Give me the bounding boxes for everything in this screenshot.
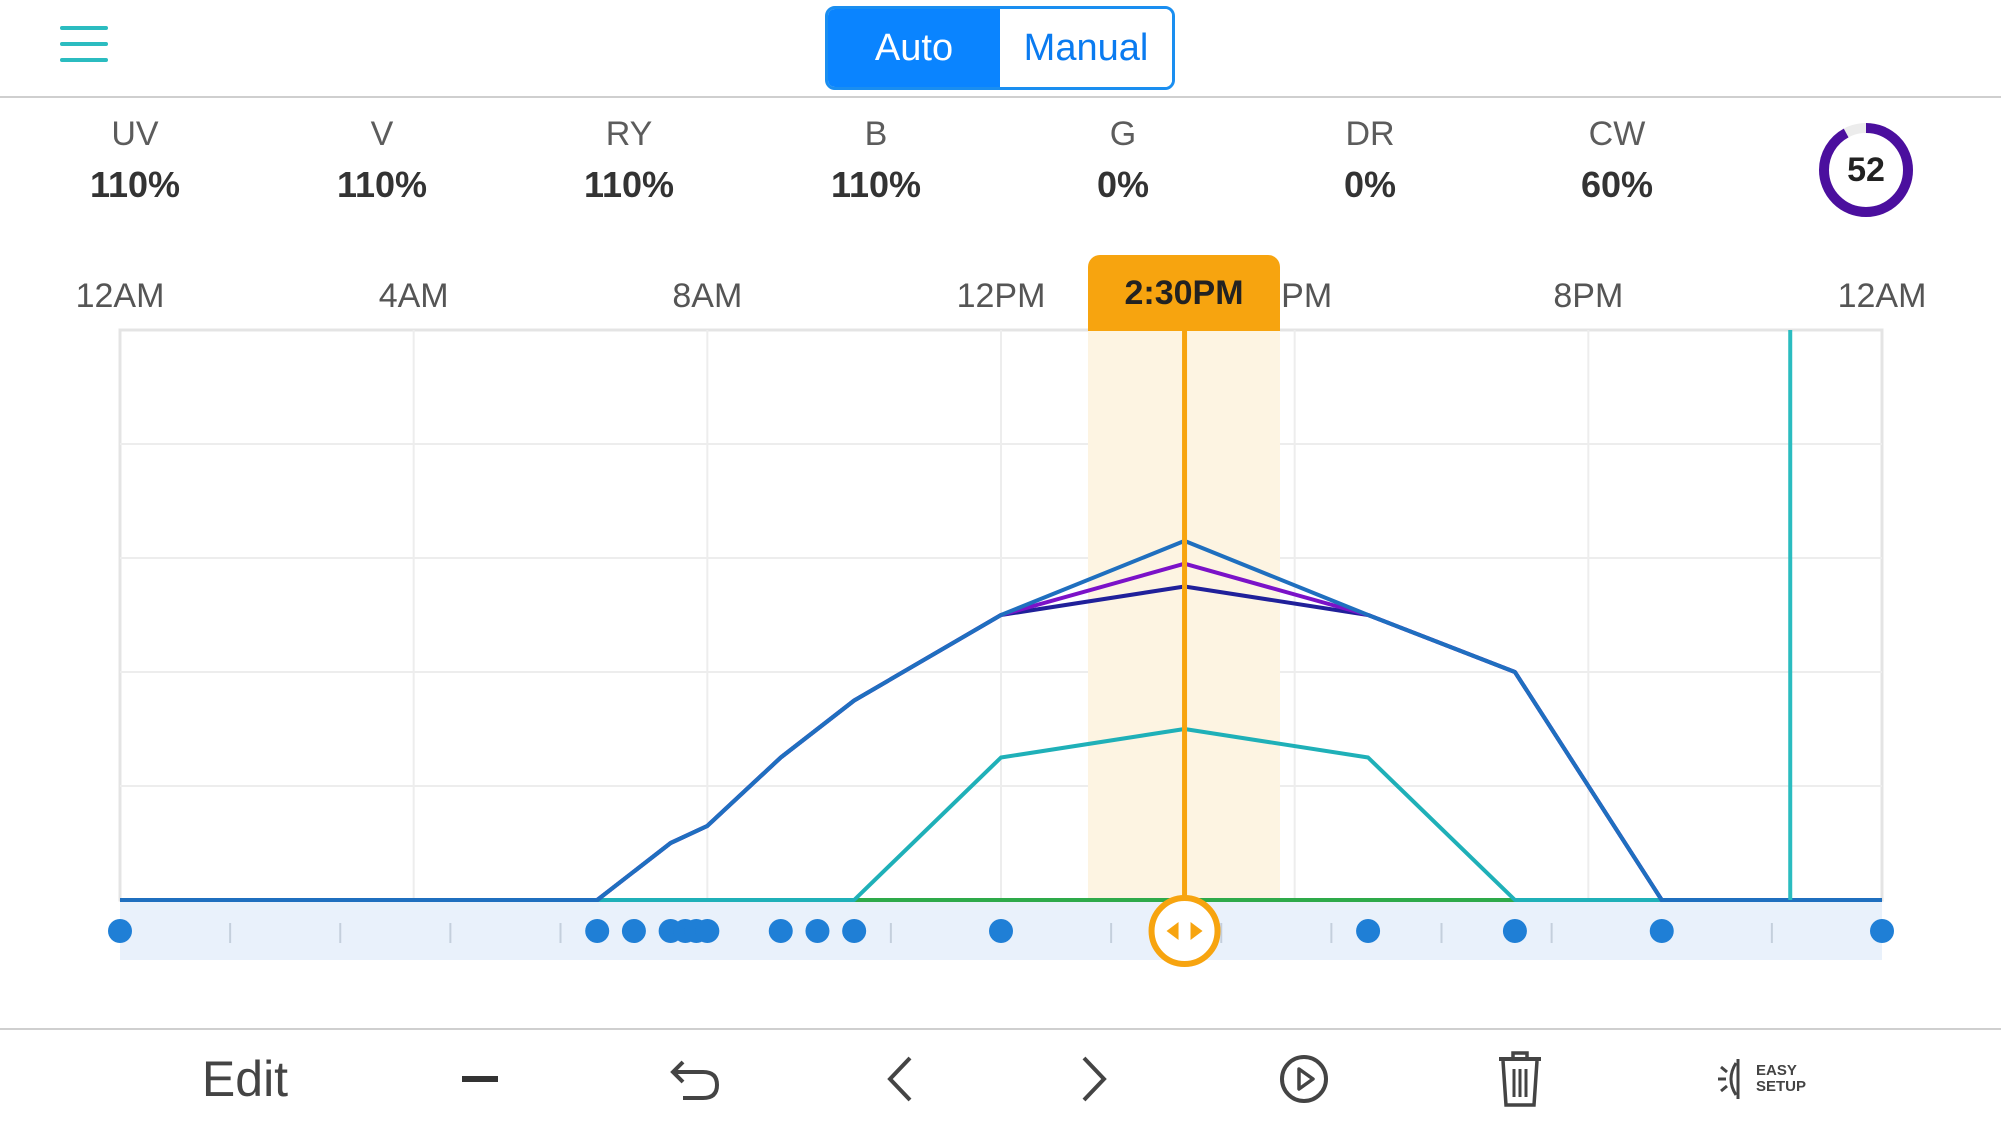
time-tick-label: 12AM — [1837, 277, 1927, 315]
time-tick-label: 8PM — [1553, 277, 1624, 315]
keyframe-dot — [1502, 919, 1527, 943]
top-bar: Auto Manual — [0, 0, 2001, 98]
previous-button[interactable] — [860, 1030, 940, 1127]
channel-name: UV — [111, 115, 159, 153]
current-time-badge[interactable]: 2:30PM — [1088, 255, 1280, 331]
channel-value: 110% — [583, 164, 675, 205]
channel-uv[interactable]: UV 110% — [35, 115, 235, 206]
easy-setup-button[interactable]: EASY SETUP — [1706, 1030, 1816, 1127]
easy-setup-line1: EASY — [1755, 1061, 1797, 1079]
keyframe-dot — [842, 919, 867, 943]
channel-value: 110% — [89, 164, 181, 205]
current-time-handle — [1148, 895, 1221, 967]
keyframe-dot — [585, 919, 610, 943]
hamburger-menu-icon[interactable] — [56, 26, 112, 66]
delete-button[interactable] — [1480, 1030, 1560, 1127]
channel-name: G — [1109, 115, 1137, 153]
series-lines — [120, 330, 1882, 902]
intensity-gauge[interactable]: 52 — [1816, 120, 1916, 220]
handle-left-arrow-icon — [1166, 922, 1179, 940]
easy-setup-label: EASY SETUP — [1755, 1061, 1806, 1095]
keyframe-points — [108, 919, 1894, 943]
minus-icon — [462, 1075, 498, 1082]
easy-setup-icon — [1717, 1058, 1740, 1099]
keyframe-dot — [621, 919, 646, 943]
keyframe-dot — [805, 919, 830, 943]
channel-name: DR — [1345, 115, 1395, 153]
channel-v[interactable]: V 110% — [282, 115, 482, 206]
keyframe-dot — [108, 919, 132, 943]
manual-mode-button[interactable]: Manual — [1000, 9, 1172, 87]
keyframe-dot — [695, 919, 720, 943]
handle-right-arrow-icon — [1190, 922, 1203, 940]
channel-g[interactable]: G 0% — [1023, 115, 1223, 206]
channel-name: B — [864, 115, 888, 153]
chevron-left-icon — [887, 1056, 912, 1101]
channel-b[interactable]: B 110% — [776, 115, 976, 206]
play-circle-icon — [1280, 1054, 1328, 1103]
time-tick-label: 12AM — [75, 277, 165, 315]
channel-value: 0% — [1096, 164, 1150, 205]
channel-readouts: UV 110% V 110% RY 110% B 110% G 0% DR 0%… — [0, 115, 1700, 225]
next-button[interactable] — [1054, 1030, 1134, 1127]
time-tick-label: 4AM — [378, 277, 449, 315]
light-schedule-chart[interactable] — [0, 0, 2001, 1000]
time-tick-label: PM — [1281, 277, 1333, 315]
keyframe-dot — [1870, 919, 1894, 943]
chevron-right-icon — [1082, 1056, 1107, 1101]
minus-button[interactable] — [440, 1030, 520, 1127]
intensity-ring — [1819, 123, 1913, 217]
intensity-value: 52 — [1847, 151, 1885, 189]
channel-name: RY — [605, 115, 653, 153]
play-button[interactable] — [1264, 1030, 1344, 1127]
channel-name: V — [370, 115, 394, 153]
channel-dr[interactable]: DR 0% — [1270, 115, 1470, 206]
undo-button[interactable] — [650, 1030, 740, 1127]
channel-name: CW — [1588, 115, 1646, 153]
trash-icon — [1499, 1050, 1541, 1107]
time-tick-label: 8AM — [672, 277, 743, 315]
bottom-toolbar: Edit EASY — [0, 1028, 2001, 1127]
keyframe-dot — [989, 919, 1013, 943]
undo-icon — [670, 1060, 720, 1100]
channel-value: 0% — [1343, 164, 1397, 205]
keyframe-dot — [1649, 919, 1674, 943]
series-line — [120, 538, 1882, 902]
time-tick-label: 12PM — [956, 277, 1046, 315]
channel-value: 110% — [830, 164, 922, 205]
mode-toggle: Auto Manual — [825, 6, 1175, 90]
keyframe-dot — [768, 919, 793, 943]
channel-value: 60% — [1580, 164, 1654, 205]
channel-cw[interactable]: CW 60% — [1517, 115, 1717, 206]
easy-setup-line2: SETUP — [1755, 1077, 1806, 1095]
edit-button[interactable]: Edit — [185, 1030, 305, 1127]
auto-mode-button[interactable]: Auto — [828, 9, 1000, 87]
channel-value: 110% — [336, 164, 428, 205]
current-time-cursor — [1148, 330, 1221, 967]
keyframe-dot — [1356, 919, 1381, 943]
channel-ry[interactable]: RY 110% — [529, 115, 729, 206]
edit-label: Edit — [201, 1050, 289, 1107]
